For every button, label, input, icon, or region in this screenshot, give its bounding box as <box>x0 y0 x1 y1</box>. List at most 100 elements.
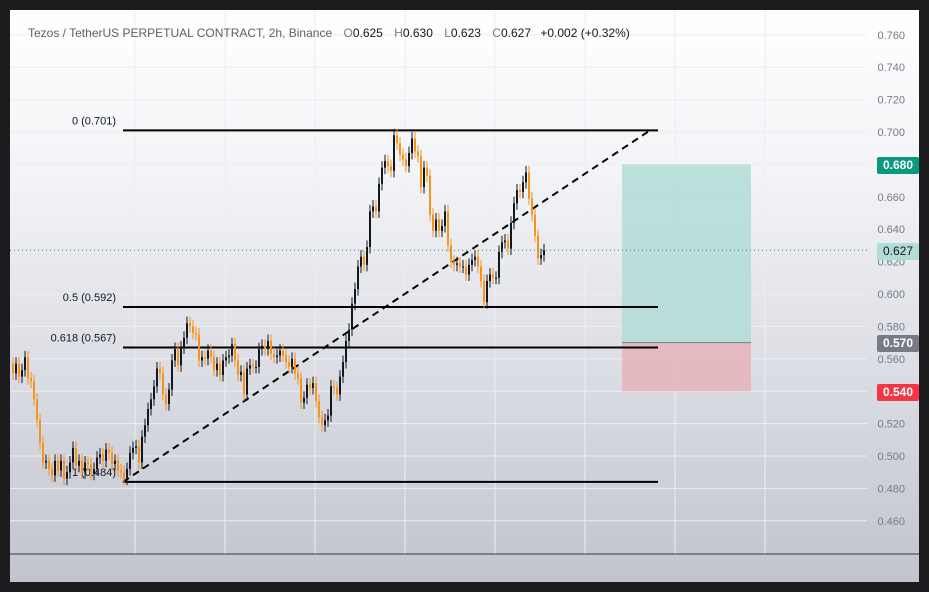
candle-body <box>165 394 167 405</box>
candle-body <box>522 182 524 192</box>
candle-body <box>429 175 431 215</box>
candle-body <box>363 256 365 265</box>
candle-body <box>204 357 206 359</box>
candle-body <box>192 326 194 333</box>
candle-body <box>84 462 86 473</box>
price-tick-label: 0.560 <box>877 354 905 366</box>
stop-loss-zone[interactable] <box>622 342 751 392</box>
candle-body <box>141 436 143 463</box>
candle-body <box>513 203 515 223</box>
candle-body <box>492 274 494 278</box>
symbol-title: Tezos / TetherUS PERPETUAL CONTRACT, 2h,… <box>28 26 333 40</box>
candle-body <box>213 357 215 371</box>
candle-body <box>528 172 530 199</box>
candle-body <box>504 240 506 243</box>
candle-body <box>99 454 101 458</box>
candle-body <box>27 357 29 379</box>
candle-body <box>516 190 518 204</box>
candle-body <box>81 460 83 473</box>
candle-body <box>240 371 242 375</box>
candle-body <box>519 190 521 192</box>
candle-body <box>387 161 389 167</box>
candle-body <box>426 167 428 176</box>
candle-body <box>315 383 317 401</box>
take-profit-price-tag: 0.680 <box>877 157 919 174</box>
candle-body <box>108 449 110 453</box>
candle-body <box>489 274 491 282</box>
candle-body <box>234 344 236 361</box>
candle-body <box>237 360 239 375</box>
candle-body <box>270 340 272 354</box>
candle-body <box>126 468 128 479</box>
candle-body <box>186 323 188 338</box>
dashed-trendline[interactable] <box>122 129 651 483</box>
candle-body <box>297 373 299 379</box>
candle-body <box>135 446 137 448</box>
candle-body <box>66 472 68 479</box>
trendline-layer[interactable] <box>122 129 651 483</box>
candle-body <box>480 266 482 282</box>
candle-body <box>225 357 227 361</box>
chart-frame[interactable]: 0 (0.701) 0.5 (0.592) 0.618 (0.567) 1 (0.48… <box>10 10 919 582</box>
take-profit-zone[interactable] <box>622 164 751 343</box>
close-value: 0.627 <box>500 26 531 40</box>
candle-body <box>276 355 278 358</box>
candle-body <box>444 211 446 226</box>
candle-body <box>321 417 323 426</box>
fib-level-label: 0.618 (0.567) <box>51 332 116 344</box>
open-label: O <box>343 26 353 40</box>
candle-body <box>537 235 539 259</box>
candle-body <box>249 365 251 369</box>
candle-body <box>12 363 14 374</box>
candle-body <box>63 460 65 479</box>
candle-body <box>510 222 512 249</box>
candle-body <box>402 154 404 160</box>
candle-body <box>198 334 200 361</box>
candle-body <box>87 462 89 465</box>
candle-body <box>216 363 218 371</box>
candle-body <box>75 447 77 466</box>
candle-body <box>336 387 338 395</box>
candle-body <box>222 360 224 375</box>
candle-body <box>300 378 302 403</box>
candle-body <box>543 250 545 256</box>
fib-level-label: 0.5 (0.592) <box>63 292 116 304</box>
candle-body <box>384 161 386 168</box>
fibonacci-retracement[interactable]: 0 (0.701)0.5 (0.592)0.618 (0.567)1 (0.48… <box>51 115 658 483</box>
candle-body <box>540 255 542 259</box>
candle-body <box>312 383 314 388</box>
symbol-header: Tezos / TetherUS PERPETUAL CONTRACT, 2h,… <box>28 26 630 40</box>
candle-body <box>351 303 353 330</box>
candle-body <box>264 345 266 350</box>
price-tick-label: 0.740 <box>877 62 905 74</box>
candle-body <box>78 460 80 466</box>
candle-body <box>117 460 119 471</box>
candle-body <box>501 242 503 252</box>
candle-body <box>486 281 488 303</box>
candle-body <box>21 370 23 377</box>
candle-body <box>150 399 152 410</box>
candle-body <box>354 289 356 304</box>
candle-body <box>306 384 308 398</box>
candle-body <box>288 362 290 367</box>
candle-body <box>360 256 362 267</box>
candle-body <box>378 183 380 212</box>
candle-body <box>468 264 470 275</box>
candle-body <box>162 373 164 395</box>
candle-body <box>96 457 98 469</box>
candle-body <box>393 135 395 171</box>
candle-body <box>381 167 383 184</box>
price-tick-label: 0.520 <box>877 419 905 431</box>
candle-body <box>90 464 92 474</box>
candles <box>12 128 545 486</box>
candle-body <box>339 376 341 395</box>
price-tick-label: 0.500 <box>877 451 905 463</box>
candle-body <box>114 460 116 465</box>
candle-body <box>210 350 212 358</box>
price-tick-label: 0.660 <box>877 192 905 204</box>
candle-body <box>72 447 74 463</box>
candle-body <box>318 400 320 418</box>
price-tick-label: 0.460 <box>877 516 905 528</box>
price-chart[interactable]: 0 (0.701)0.5 (0.592)0.618 (0.567)1 (0.48… <box>10 10 919 582</box>
candle-body <box>456 263 458 265</box>
